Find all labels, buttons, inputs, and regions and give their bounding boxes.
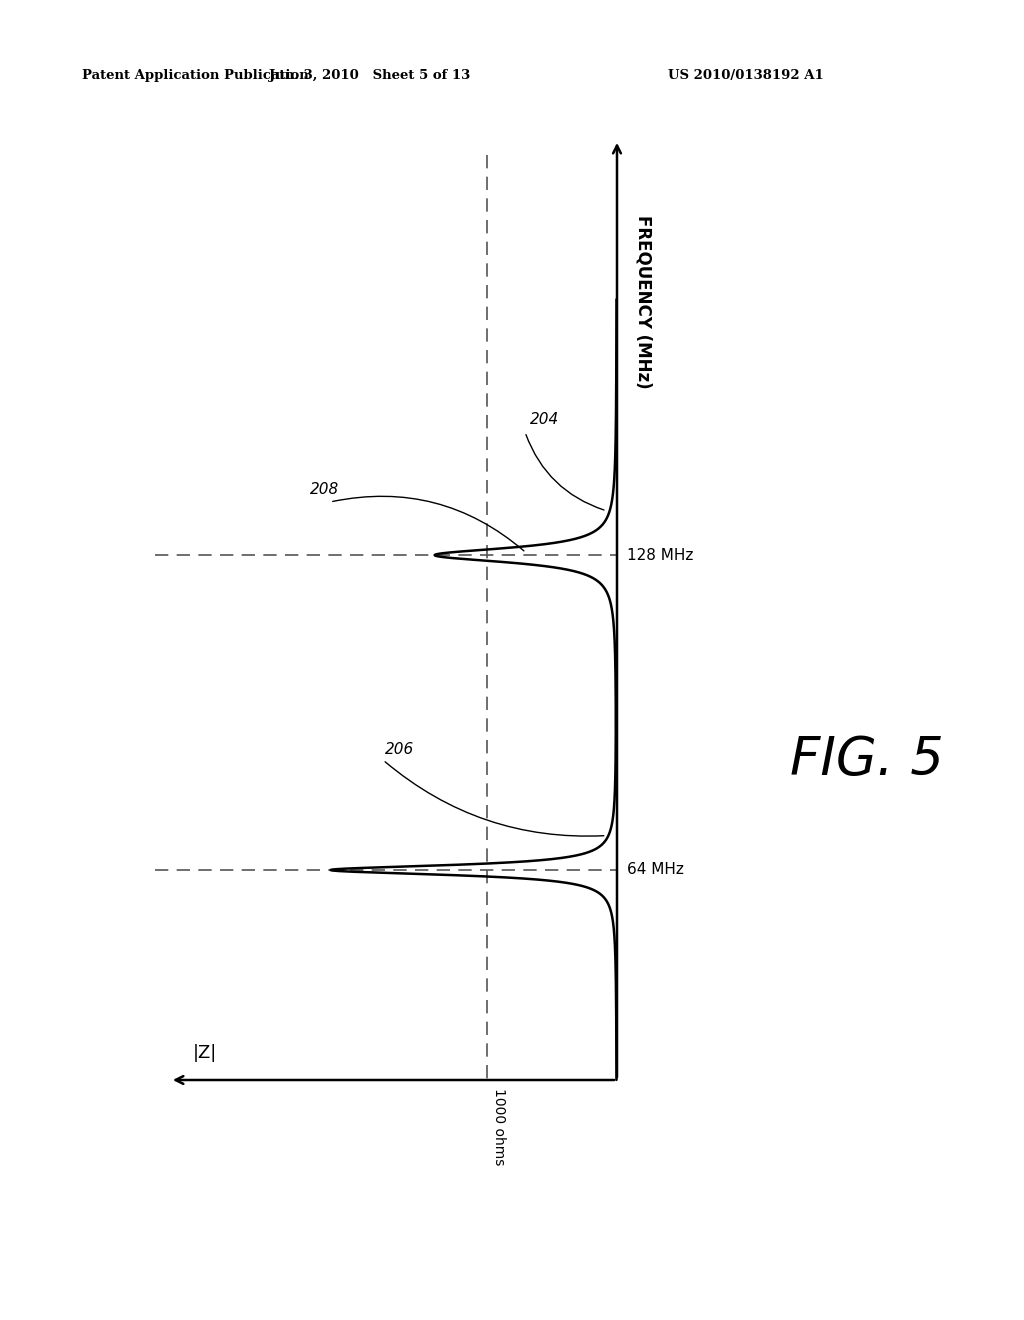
Text: 204: 204 xyxy=(530,412,559,428)
Text: 1000 ohms: 1000 ohms xyxy=(492,1088,506,1166)
Text: |Z|: |Z| xyxy=(193,1044,217,1063)
Text: FREQUENCY (MHz): FREQUENCY (MHz) xyxy=(635,215,653,388)
Text: 64 MHz: 64 MHz xyxy=(627,862,684,878)
Text: US 2010/0138192 A1: US 2010/0138192 A1 xyxy=(668,69,823,82)
Text: Jun. 3, 2010   Sheet 5 of 13: Jun. 3, 2010 Sheet 5 of 13 xyxy=(269,69,471,82)
Text: FIG. 5: FIG. 5 xyxy=(790,734,944,785)
Text: 208: 208 xyxy=(310,483,339,498)
Text: 206: 206 xyxy=(385,742,415,758)
Text: Patent Application Publication: Patent Application Publication xyxy=(82,69,309,82)
Text: 128 MHz: 128 MHz xyxy=(627,548,693,562)
